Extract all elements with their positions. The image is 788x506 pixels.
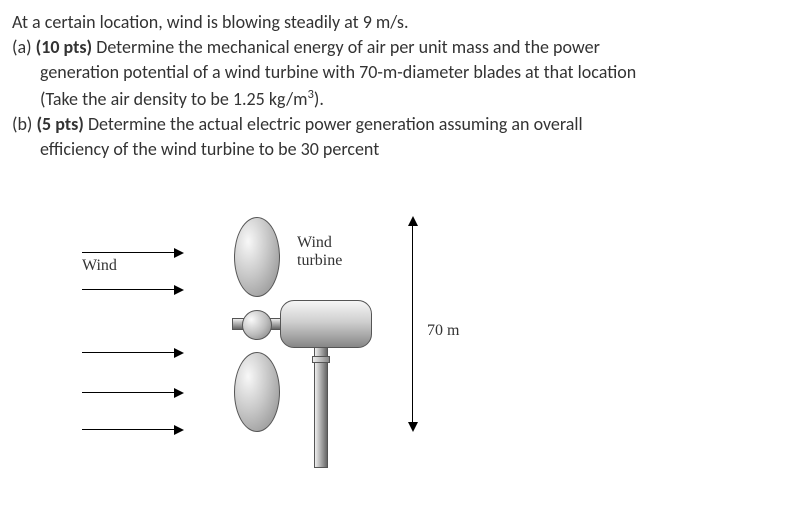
dimension-line	[412, 218, 413, 430]
turbine-hub	[242, 310, 272, 340]
wind-arrow	[82, 429, 182, 430]
turbine-tower-ring	[312, 356, 330, 363]
intro-line: At a certain location, wind is blowing s…	[12, 10, 776, 35]
part-b-label: (b)	[12, 113, 32, 135]
part-b-points: (5 pts)	[36, 113, 83, 135]
part-b-line1: (b) (5 pts) Determine the actual electri…	[12, 112, 776, 137]
part-b-line2: efficiency of the wind turbine to be 30 …	[12, 137, 776, 162]
diameter-label: 70 m	[427, 322, 459, 340]
wind-arrow	[82, 352, 182, 353]
part-a-line3: (Take the air density to be 1.25 kg/m3).	[12, 86, 776, 112]
turbine-tower	[314, 346, 328, 468]
turbine-figure: Wind Wind turbine 70 m	[82, 192, 502, 472]
part-a-text1: Determine the mechanical energy of air p…	[92, 36, 600, 58]
turbine-label: Wind turbine	[297, 234, 342, 269]
part-a-text3-pre: (Take the air density to be 1.25 kg/m	[40, 88, 307, 110]
wind-label: Wind	[82, 257, 117, 275]
turbine-blade-bottom	[234, 352, 280, 432]
part-a-label: (a)	[12, 36, 32, 58]
wind-arrow	[82, 289, 182, 290]
part-a-line1: (a) (10 pts) Determine the mechanical en…	[12, 35, 776, 60]
part-a-line2: generation potential of a wind turbine w…	[12, 60, 776, 85]
part-a-points: (10 pts)	[36, 36, 93, 58]
part-b-text1: Determine the actual electric power gene…	[84, 113, 583, 135]
wind-arrow	[82, 392, 182, 393]
part-a-text3-post: ).	[314, 88, 324, 110]
turbine-blade-top	[234, 217, 280, 297]
turbine-nacelle	[280, 300, 372, 348]
turbine-label-l2: turbine	[297, 252, 342, 270]
turbine-label-l1: Wind	[297, 234, 342, 252]
wind-arrow	[82, 252, 182, 253]
